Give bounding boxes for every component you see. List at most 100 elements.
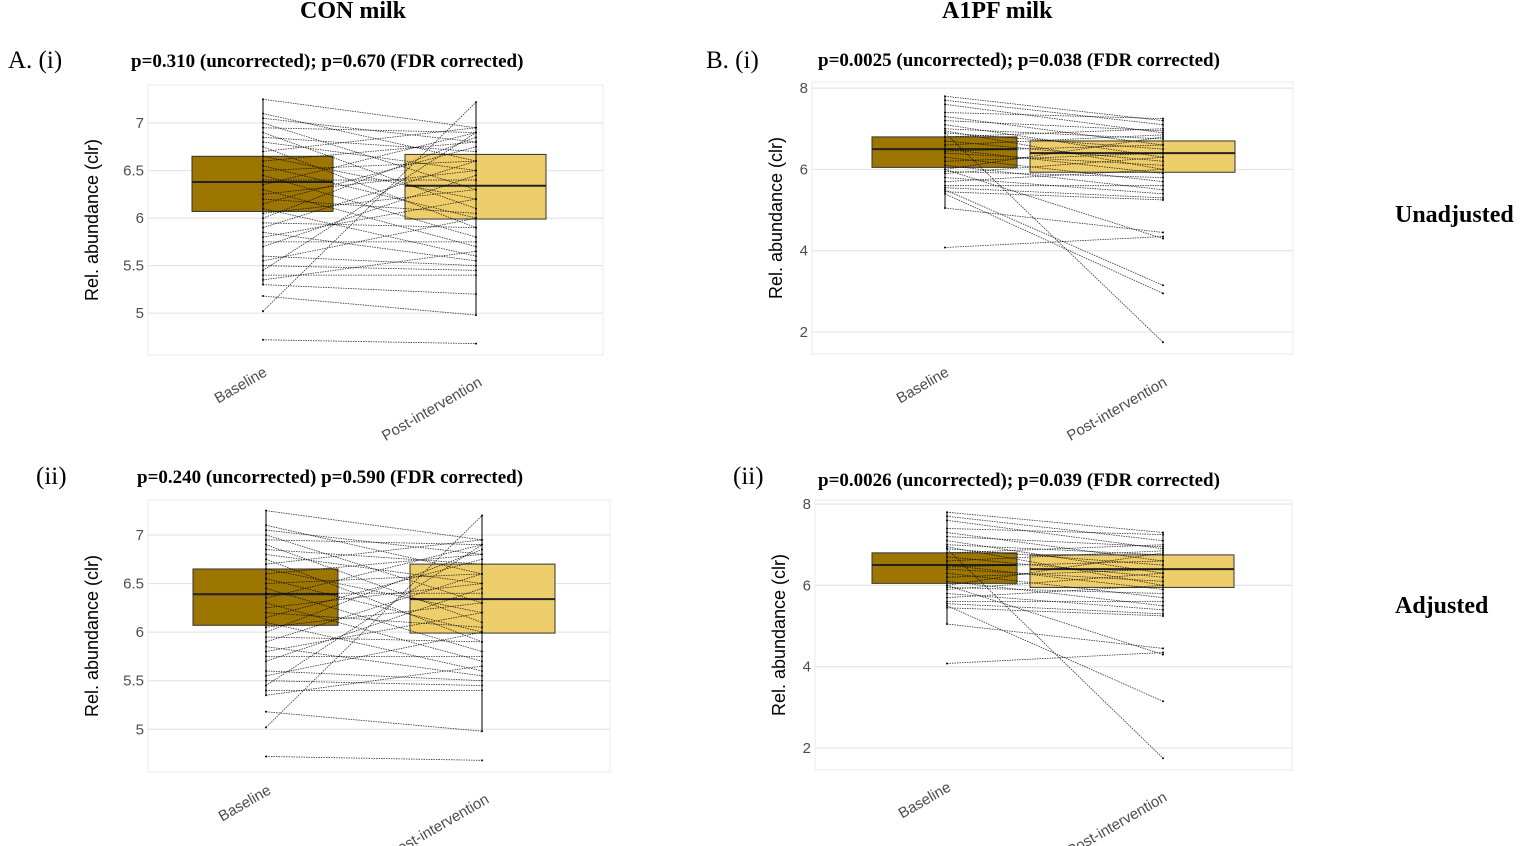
paired-line xyxy=(944,132,1164,343)
paired-line xyxy=(265,539,483,565)
data-point xyxy=(946,588,948,591)
y-tick-label: 6 xyxy=(136,210,144,227)
data-point xyxy=(946,531,948,534)
y-tick-label: 7 xyxy=(136,527,144,544)
paired-line xyxy=(262,98,477,129)
data-point xyxy=(475,188,477,191)
paired-line xyxy=(262,146,477,205)
y-tick-label: 2 xyxy=(800,324,808,341)
data-point xyxy=(1162,133,1164,136)
paired-line xyxy=(944,164,1164,191)
data-point xyxy=(481,730,483,733)
paired-line xyxy=(265,573,483,643)
data-point xyxy=(1162,119,1164,122)
data-point xyxy=(262,193,264,196)
paired-line xyxy=(262,265,477,271)
data-point xyxy=(475,136,477,139)
paired-line xyxy=(262,160,477,171)
data-point xyxy=(1162,531,1164,534)
paired-line xyxy=(946,519,1164,550)
data-point xyxy=(1162,553,1164,556)
data-point xyxy=(481,679,483,682)
panel-label-a-ii: (ii) xyxy=(36,463,67,490)
data-point xyxy=(944,164,946,167)
data-point xyxy=(262,255,264,258)
data-point xyxy=(944,180,946,183)
paired-line xyxy=(265,711,483,732)
paired-line xyxy=(946,572,1164,590)
data-point xyxy=(481,660,483,663)
data-point xyxy=(262,141,264,144)
data-point xyxy=(946,535,948,538)
data-point xyxy=(265,533,267,536)
data-point xyxy=(262,278,264,281)
data-point xyxy=(944,127,946,130)
y-tick-label: 8 xyxy=(800,80,808,97)
data-point xyxy=(265,631,267,634)
paired-line xyxy=(944,140,1164,162)
y-tick-label: 5.5 xyxy=(123,258,144,275)
data-point xyxy=(946,576,948,579)
data-point xyxy=(1162,180,1164,183)
paired-line xyxy=(946,552,1164,586)
paired-line xyxy=(262,284,477,295)
paired-line xyxy=(944,134,1164,146)
data-point xyxy=(481,640,483,643)
x-tick-label: Baseline xyxy=(896,779,954,822)
data-point xyxy=(481,572,483,575)
paired-line xyxy=(262,101,477,312)
paired-line xyxy=(265,544,483,686)
y-axis-label: Rel. abundance (clr) xyxy=(766,137,786,299)
data-point xyxy=(481,548,483,551)
data-point xyxy=(475,274,477,277)
data-point xyxy=(262,259,264,262)
data-point xyxy=(481,759,483,762)
data-point xyxy=(946,515,948,518)
paired-line xyxy=(262,132,477,271)
data-point xyxy=(944,188,946,191)
data-point xyxy=(1162,127,1164,130)
data-point xyxy=(1162,137,1164,140)
data-point xyxy=(262,207,264,210)
data-point xyxy=(475,245,477,248)
data-point xyxy=(944,170,946,173)
x-tick-label: Post-intervention xyxy=(1064,789,1170,846)
data-point xyxy=(475,126,477,129)
y-tick-label: 4 xyxy=(800,243,808,260)
data-point xyxy=(262,169,264,172)
data-point xyxy=(1162,559,1164,562)
data-point xyxy=(262,283,264,286)
data-point xyxy=(481,621,483,624)
data-point xyxy=(944,168,946,171)
data-point xyxy=(481,655,483,658)
data-point xyxy=(262,274,264,277)
x-tick-label: Baseline xyxy=(216,782,274,825)
data-point xyxy=(262,126,264,129)
y-tick-label: 7 xyxy=(136,115,144,132)
data-point xyxy=(262,122,264,125)
data-point xyxy=(481,582,483,585)
data-point xyxy=(262,112,264,115)
paired-line xyxy=(944,152,1164,166)
data-point xyxy=(265,606,267,609)
paired-line xyxy=(946,584,1164,598)
data-point xyxy=(475,101,477,104)
data-point xyxy=(475,269,477,272)
paired-line xyxy=(946,536,1164,548)
data-point xyxy=(265,684,267,687)
data-point xyxy=(946,623,948,626)
paired-line xyxy=(944,112,1164,119)
data-point xyxy=(265,611,267,614)
data-point xyxy=(1162,188,1164,191)
data-point xyxy=(265,601,267,604)
paired-line xyxy=(265,558,483,643)
data-point xyxy=(1162,647,1164,650)
data-point xyxy=(1162,135,1164,138)
paired-line xyxy=(946,568,1164,578)
data-point xyxy=(1162,576,1164,579)
data-point xyxy=(265,726,267,729)
data-point xyxy=(1162,148,1164,151)
paired-line xyxy=(265,510,483,541)
data-point xyxy=(1162,612,1164,615)
